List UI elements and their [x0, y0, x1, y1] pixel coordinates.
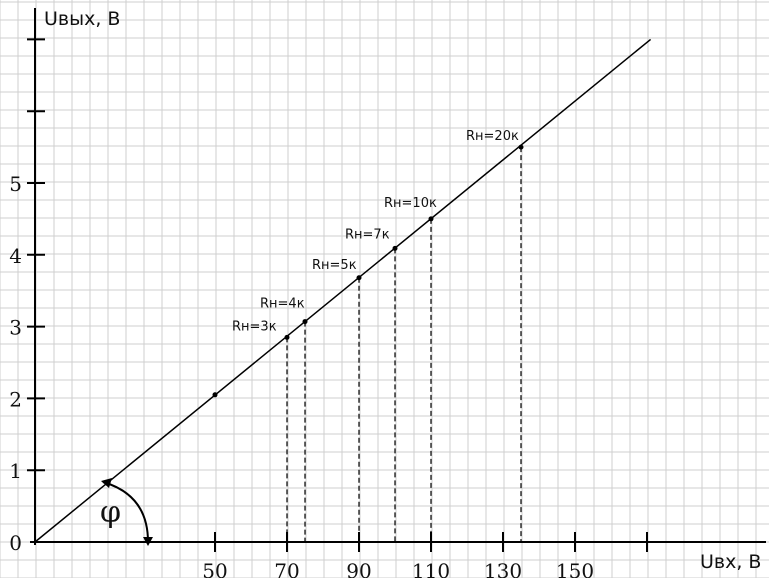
y-tick-label: 2	[9, 387, 22, 411]
data-point	[284, 334, 290, 340]
point-label: Rн=3к	[232, 319, 277, 334]
y-tick-label: 5	[9, 172, 22, 196]
data-point	[518, 144, 524, 150]
angle-arrowhead-top	[101, 478, 112, 488]
x-tick-label: 90	[346, 559, 371, 578]
data-point	[428, 216, 434, 222]
y-tick-label: 3	[9, 316, 22, 340]
x-axis-title: Uвх, В	[700, 551, 761, 573]
ticks: 50 70 90 110 130 150 0 1 2 3 4 5	[9, 38, 648, 578]
point-label: Rн=7к	[345, 227, 390, 242]
x-tick-label: 50	[202, 559, 227, 578]
y-tick-label: 4	[9, 244, 22, 268]
angle-arrowhead-bottom	[143, 537, 153, 546]
angle-arc	[102, 481, 149, 543]
data-point	[302, 319, 308, 325]
y-axis-title: Uвых, В	[44, 8, 120, 30]
y-tick-label: 1	[9, 459, 22, 483]
point-label: Rн=4к	[260, 297, 305, 312]
x-tick-label: 130	[484, 559, 522, 578]
data-point	[356, 275, 362, 281]
x-tick-label: 150	[556, 559, 594, 578]
x-tick-label: 110	[412, 559, 450, 578]
x-tick-label: 70	[274, 559, 299, 578]
point-label: Rн=5к	[312, 258, 357, 273]
data-line	[34, 38, 652, 543]
point-label: Rн=20к	[466, 129, 519, 144]
data-point	[212, 392, 218, 398]
y-tick-label: 0	[9, 531, 22, 555]
series: Rн=3к Rн=4к Rн=5к Rн=7к Rн=10к Rн=20к	[34, 38, 652, 546]
data-point	[392, 245, 398, 251]
axes	[30, 8, 766, 545]
angle-label: φ	[100, 495, 121, 530]
point-label: Rн=10к	[384, 196, 437, 211]
